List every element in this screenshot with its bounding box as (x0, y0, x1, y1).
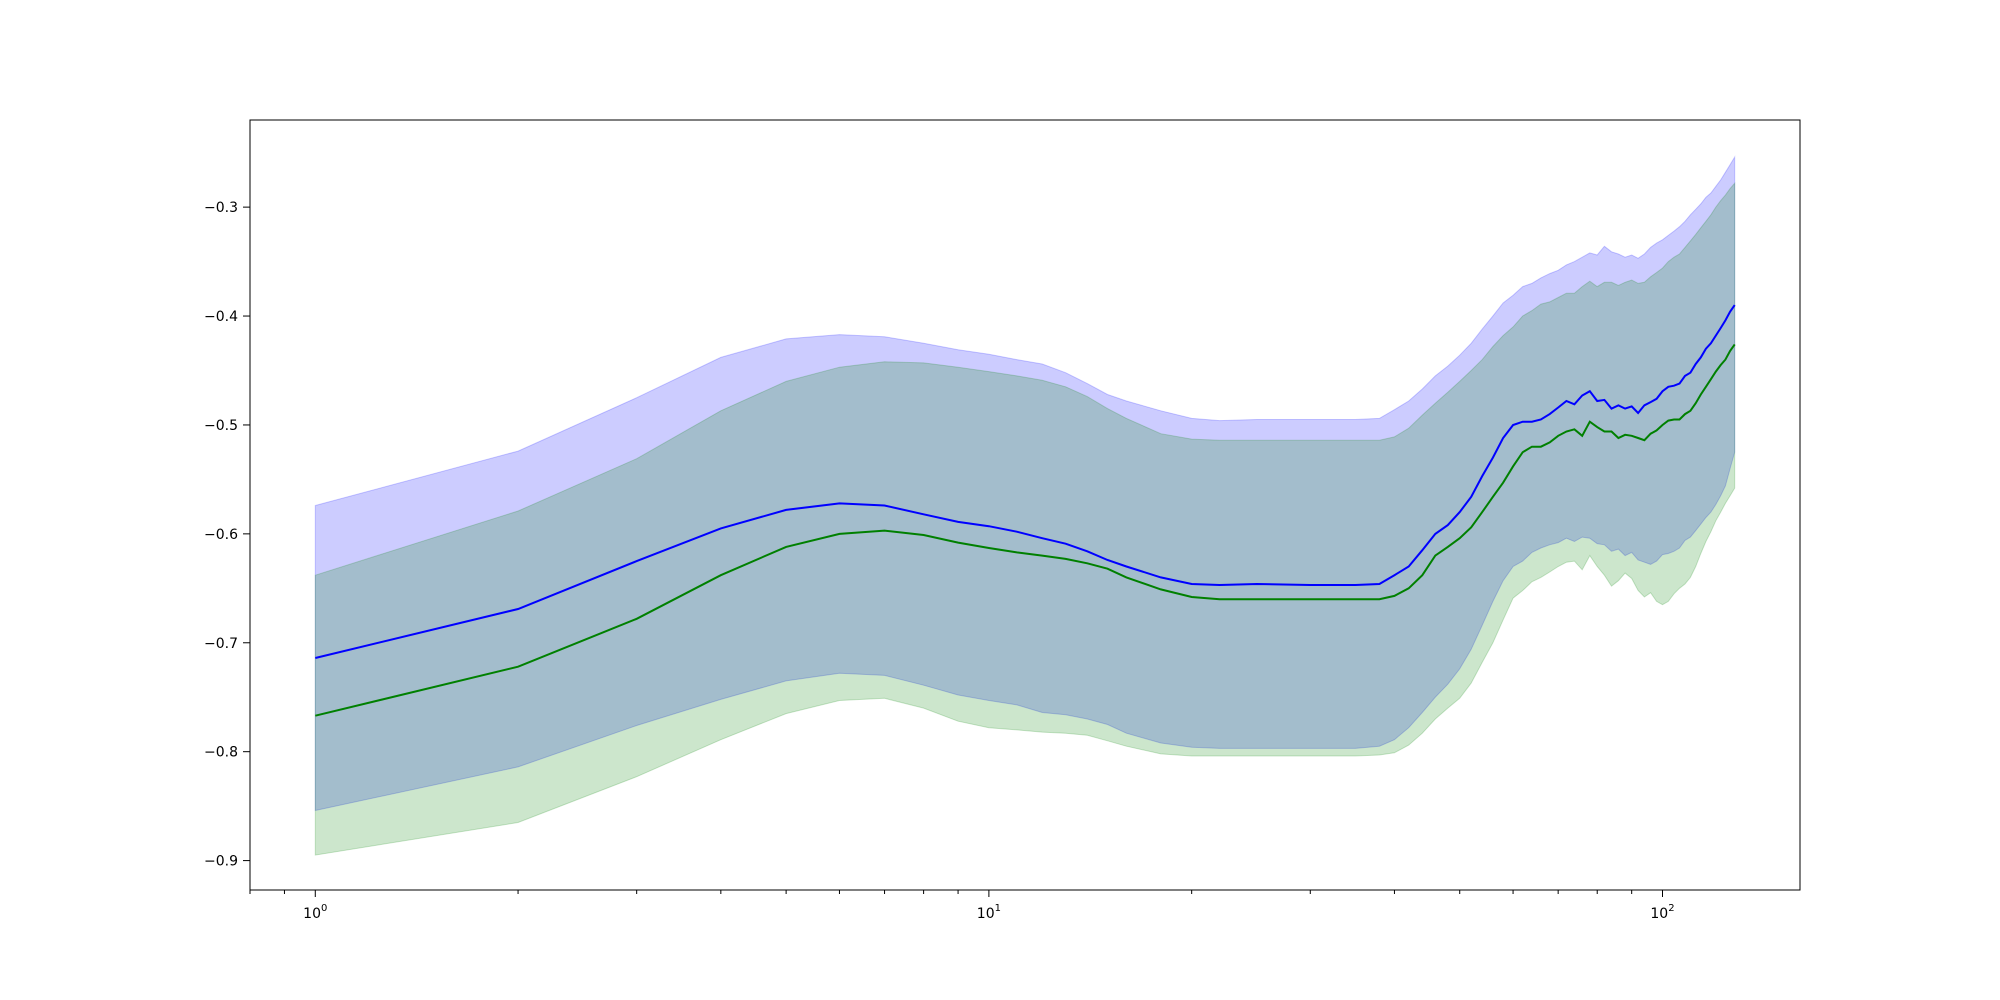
y-tick-label: −0.4 (204, 309, 238, 325)
series-2-line (315, 343, 1736, 717)
y-tick-label: −0.3 (204, 200, 238, 216)
series-1-line (315, 304, 1736, 659)
y-axis-ticks: −0.9 −0.8 −0.7 −0.6 −0.5 −0.4 −0.3 (204, 200, 250, 870)
x-tick-label: 101 (977, 903, 1001, 922)
series-1-band (314, 155, 1736, 812)
series-lines (315, 304, 1736, 717)
y-tick-label: −0.5 (204, 418, 238, 434)
confidence-bands (314, 155, 1736, 856)
series-2-band (314, 181, 1736, 856)
y-tick-label: −0.9 (204, 854, 238, 870)
x-axis-ticks: 100 101 102 (249, 890, 1675, 922)
y-tick-label: −0.8 (204, 745, 238, 761)
y-tick-label: −0.7 (204, 636, 238, 652)
x-tick-label: 102 (1650, 903, 1674, 922)
y-tick-label: −0.6 (204, 527, 238, 543)
plot-frame (249, 119, 1801, 891)
x-tick-label: 100 (303, 903, 327, 922)
